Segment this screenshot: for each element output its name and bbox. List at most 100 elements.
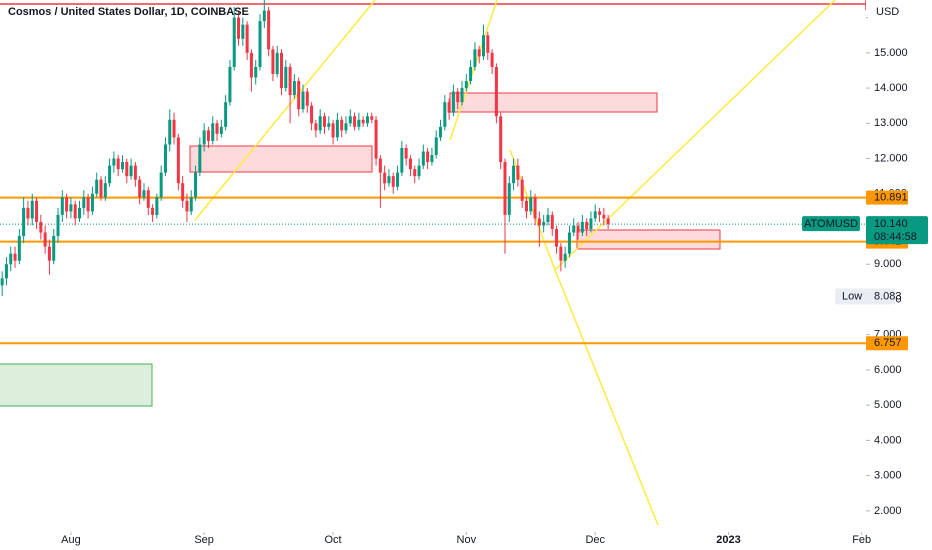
- low-name: Low: [842, 290, 862, 302]
- candle-body: [155, 197, 159, 215]
- candle-body: [524, 200, 528, 212]
- candle-body: [365, 116, 369, 124]
- candle-body: [159, 172, 163, 198]
- x-tick-label: 2023: [716, 534, 740, 546]
- y-tick-label: 5.000: [874, 399, 902, 411]
- y-tick-label: 13.000: [874, 117, 908, 129]
- candle-body: [258, 21, 262, 67]
- candle-body: [507, 183, 511, 215]
- candle-body: [194, 172, 198, 198]
- candle-body: [168, 119, 172, 145]
- last-price-bg: [866, 216, 928, 245]
- x-tick-label: Nov: [457, 534, 477, 546]
- candle-body: [378, 158, 382, 173]
- candle-body: [116, 158, 120, 170]
- candle-body: [481, 35, 486, 57]
- candle-body: [129, 165, 133, 177]
- candle-body: [262, 10, 266, 22]
- candle-body: [370, 116, 374, 120]
- x-tick-label: Oct: [325, 534, 342, 546]
- candle-body: [297, 81, 301, 110]
- candle-body: [13, 253, 17, 261]
- candle-body: [473, 49, 477, 67]
- candle-body: [546, 214, 550, 222]
- candle-body: [576, 225, 580, 233]
- candle-body: [163, 144, 167, 173]
- candle-body: [469, 66, 473, 82]
- candle-body: [580, 221, 584, 233]
- candle-body: [477, 49, 481, 57]
- candle-body: [65, 197, 69, 212]
- candle-body: [593, 211, 597, 219]
- candle-body: [516, 165, 520, 180]
- trend-line: [194, 0, 376, 221]
- candle-body: [456, 91, 460, 103]
- x-tick-label: Aug: [61, 534, 81, 546]
- candle-body: [146, 190, 150, 208]
- candle-body: [404, 147, 408, 159]
- candle-body: [598, 211, 602, 215]
- low-label-bg: [835, 288, 895, 305]
- candle-body: [490, 52, 494, 67]
- candle-body: [288, 66, 292, 96]
- candle-body: [374, 119, 378, 159]
- candle-body: [198, 144, 202, 173]
- candle-body: [542, 221, 546, 226]
- zone-box: [0, 363, 153, 407]
- candle-body: [26, 207, 30, 219]
- candle-body: [520, 179, 524, 201]
- candle-body: [47, 246, 51, 261]
- candle-body: [224, 102, 228, 127]
- y-tick-label: 4.000: [874, 434, 902, 446]
- candle-body: [271, 49, 275, 74]
- candle-body: [318, 116, 322, 131]
- candle-body: [17, 236, 21, 261]
- candle-body: [550, 214, 554, 230]
- candle-body: [301, 91, 305, 110]
- y-tick-label: 6.000: [874, 364, 902, 376]
- candle-body: [90, 193, 94, 212]
- candle-body: [176, 137, 180, 184]
- trend-line: [554, 0, 836, 271]
- candle-body: [322, 116, 326, 127]
- y-tick-label: 2.000: [874, 505, 902, 517]
- candle-body: [353, 116, 357, 127]
- candle-body: [151, 207, 155, 215]
- drawings: [0, 0, 867, 526]
- candle-body: [503, 162, 507, 215]
- candle-body: [292, 81, 296, 96]
- candle-body: [383, 172, 387, 184]
- candle-body: [537, 218, 541, 226]
- candle-body: [563, 253, 567, 261]
- candle-body: [39, 221, 43, 233]
- countdown: 08:44:58: [874, 231, 917, 243]
- candle-body: [314, 123, 318, 131]
- candle-body: [348, 116, 352, 124]
- candle-body: [95, 179, 99, 194]
- candle-body: [400, 147, 404, 173]
- x-tick-label: Sep: [194, 534, 214, 546]
- candle-body: [335, 119, 339, 138]
- level-label: 10.891: [874, 192, 908, 204]
- candle-body: [138, 179, 142, 198]
- y-tick-label: 12.000: [874, 152, 908, 164]
- candle-body: [426, 151, 430, 163]
- candle-body: [417, 165, 421, 177]
- candle-body: [430, 155, 434, 163]
- candle-body: [486, 35, 490, 53]
- candle-body: [434, 137, 438, 156]
- candle-body: [602, 214, 606, 219]
- candle-body: [181, 183, 185, 201]
- candle-body: [331, 123, 335, 138]
- candle-body: [499, 116, 503, 163]
- candle-body: [189, 197, 193, 212]
- chart-title: Cosmos / United States Dollar, 1D, COINB…: [8, 6, 249, 18]
- candle-body: [0, 278, 4, 286]
- candle-body: [421, 151, 425, 166]
- candle-body: [464, 81, 468, 89]
- candle-body: [35, 200, 39, 222]
- candle-body: [585, 221, 589, 230]
- candle-body: [52, 236, 56, 261]
- candle-body: [357, 119, 361, 127]
